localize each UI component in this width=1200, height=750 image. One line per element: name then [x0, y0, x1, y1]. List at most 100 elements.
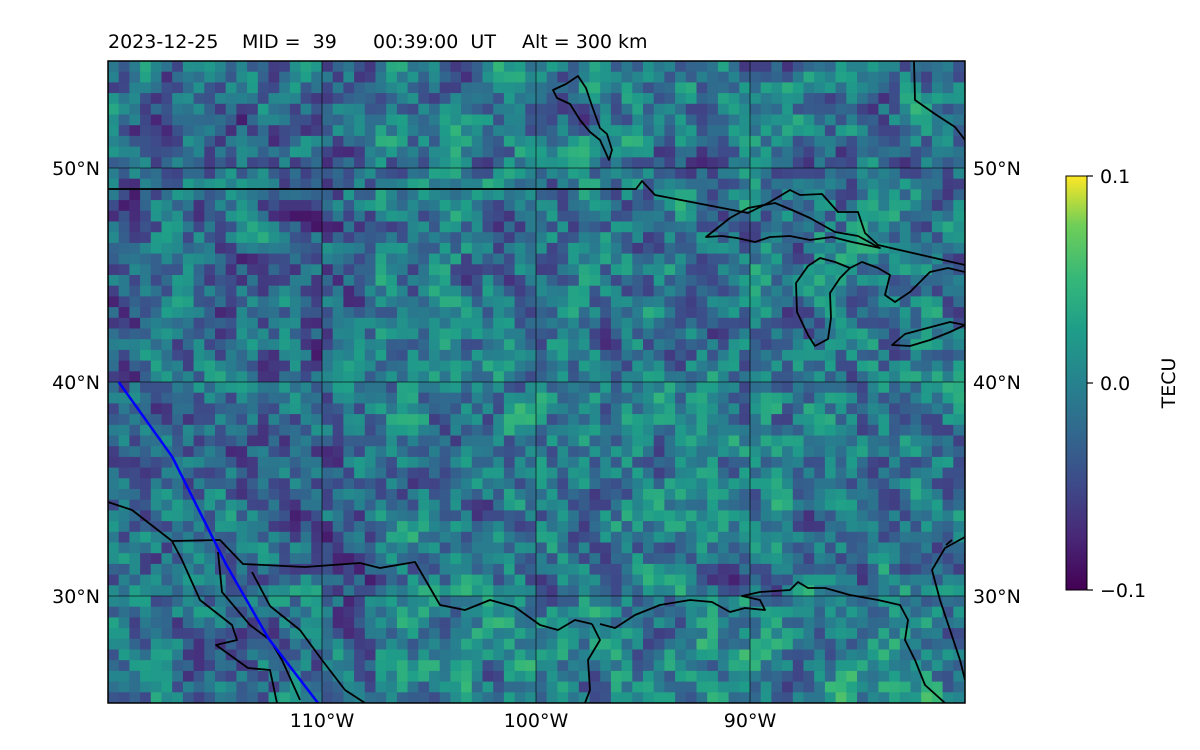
- heatmap-cell: [792, 478, 805, 490]
- heatmap-cell: [824, 253, 837, 265]
- heatmap-cell: [279, 478, 291, 490]
- heatmap-cell: [664, 456, 676, 469]
- heatmap-cell: [536, 221, 548, 233]
- heatmap-cell: [792, 489, 805, 501]
- heatmap-cell: [835, 371, 847, 383]
- heatmap-cell: [867, 574, 879, 586]
- heatmap-cell: [921, 285, 933, 297]
- heatmap-cell: [653, 264, 665, 276]
- heatmap-cell: [600, 403, 612, 415]
- heatmap-cell: [482, 489, 494, 501]
- heatmap-cell: [675, 242, 687, 255]
- heatmap-cell: [407, 670, 419, 683]
- heatmap-cell: [150, 563, 163, 576]
- heatmap-cell: [685, 232, 698, 244]
- heatmap-cell: [610, 103, 623, 116]
- heatmap-cell: [118, 510, 130, 522]
- heatmap-cell: [536, 585, 548, 597]
- heatmap-cell: [899, 285, 912, 297]
- heatmap-cell: [803, 478, 815, 490]
- heatmap-cell: [889, 264, 901, 276]
- heatmap-cell: [632, 660, 644, 672]
- heatmap-cell: [771, 339, 783, 351]
- heatmap-cell: [953, 681, 965, 693]
- heatmap-cell: [900, 703, 911, 714]
- heatmap-cell: [386, 307, 398, 319]
- heatmap-cell: [546, 681, 558, 693]
- heatmap-cell: [685, 200, 698, 212]
- heatmap-cell: [150, 521, 163, 533]
- heatmap-cell: [439, 264, 451, 276]
- heatmap-cell: [578, 606, 591, 618]
- heatmap-cell: [814, 521, 826, 533]
- heatmap-cell: [643, 563, 655, 576]
- heatmap-cell: [835, 296, 847, 308]
- heatmap-cell: [118, 574, 130, 586]
- heatmap-cell: [867, 339, 879, 351]
- heatmap-cell: [921, 392, 933, 404]
- heatmap-cell: [760, 681, 772, 693]
- heatmap-cell: [172, 189, 184, 201]
- heatmap-cell: [150, 210, 163, 223]
- heatmap-cell: [450, 275, 462, 287]
- heatmap-cell: [450, 189, 462, 201]
- heatmap-cell: [471, 232, 484, 244]
- heatmap-cell: [878, 606, 890, 618]
- heatmap-cell: [279, 521, 291, 533]
- heatmap-cell: [696, 189, 708, 201]
- heatmap-cell: [279, 510, 291, 522]
- heatmap-cell: [439, 307, 451, 319]
- heatmap-cell: [450, 456, 462, 469]
- heatmap-cell: [610, 253, 623, 265]
- heatmap-cell: [471, 178, 484, 190]
- heatmap-cell: [525, 275, 537, 287]
- heatmap-cell: [878, 242, 890, 255]
- heatmap-cell: [899, 403, 912, 415]
- heatmap-cell: [268, 392, 280, 404]
- heatmap-cell: [386, 189, 398, 201]
- heatmap-cell: [621, 189, 633, 201]
- heatmap-cell: [664, 328, 676, 340]
- heatmap-cell: [161, 456, 173, 469]
- heatmap-cell: [407, 82, 419, 94]
- heatmap-cell: [921, 275, 933, 287]
- heatmap-cell: [247, 638, 259, 651]
- heatmap-cell: [921, 93, 933, 105]
- heatmap-cell: [257, 339, 270, 351]
- heatmap-cell: [161, 253, 173, 265]
- heatmap-cell: [429, 146, 441, 158]
- heatmap-cell: [193, 596, 205, 608]
- heatmap-cell: [750, 71, 762, 83]
- heatmap-cell: [931, 339, 944, 351]
- heatmap-cell: [503, 371, 516, 383]
- heatmap-cell: [118, 371, 130, 383]
- heatmap-cell: [568, 467, 580, 479]
- heatmap-cell: [621, 317, 633, 330]
- heatmap-cell: [354, 456, 366, 469]
- heatmap-cell: [407, 478, 419, 490]
- heatmap-cell: [589, 328, 601, 340]
- heatmap-cell: [182, 360, 195, 372]
- heatmap-cell: [482, 349, 494, 362]
- heatmap-cell: [578, 93, 591, 105]
- heatmap-cell: [493, 649, 505, 661]
- heatmap-cell: [653, 403, 665, 415]
- heatmap-cell: [268, 328, 280, 340]
- heatmap-cell: [204, 82, 216, 94]
- heatmap-cell: [108, 703, 119, 714]
- heatmap-cell: [236, 253, 248, 265]
- heatmap-cell: [632, 146, 644, 158]
- heatmap-cell: [439, 135, 451, 148]
- heatmap-cell: [760, 264, 772, 276]
- heatmap-cell: [792, 574, 805, 586]
- heatmap-cell: [707, 157, 719, 169]
- heatmap-cell: [322, 692, 334, 703]
- heatmap-cell: [482, 157, 494, 169]
- heatmap-cell: [653, 232, 665, 244]
- heatmap-cell: [889, 574, 901, 586]
- heatmap-cell: [921, 478, 933, 490]
- heatmap-cell: [846, 553, 858, 565]
- heatmap-cell: [482, 563, 494, 576]
- heatmap-cell: [557, 638, 569, 651]
- heatmap-cell: [750, 414, 762, 426]
